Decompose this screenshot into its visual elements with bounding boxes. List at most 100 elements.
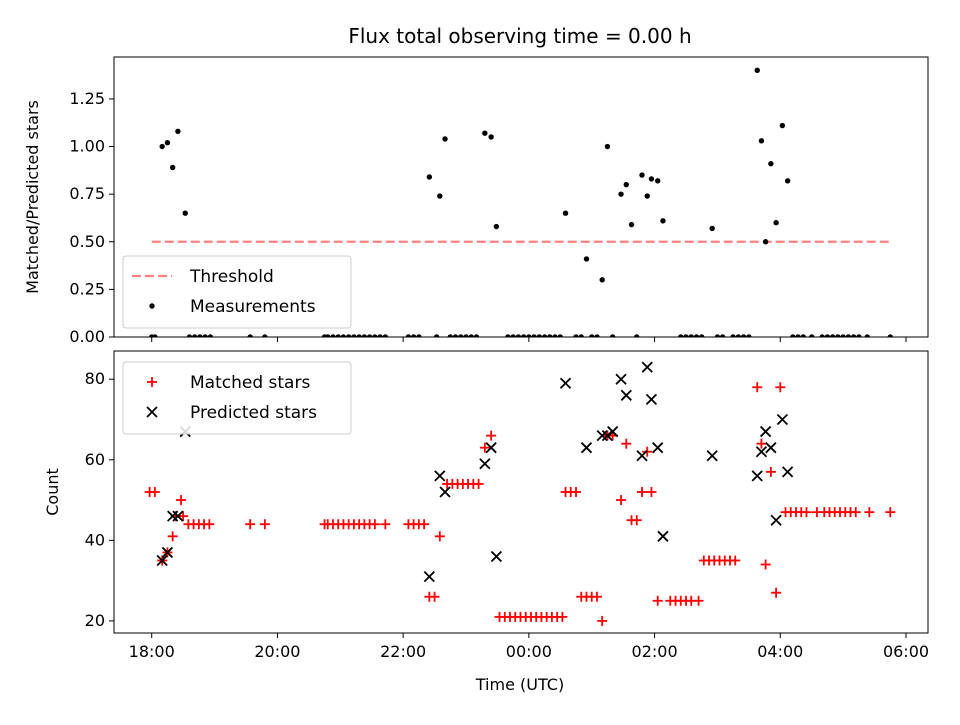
predicted-starspoint xyxy=(652,442,664,454)
measurementspoint xyxy=(488,134,494,140)
measurementspoint xyxy=(207,334,214,337)
measurementspoint xyxy=(473,334,480,337)
matched-starspoint xyxy=(646,487,657,497)
measurementspoint xyxy=(678,334,684,337)
measurementspoint xyxy=(604,143,611,150)
predicted-starspoint xyxy=(485,442,497,454)
y-tick-label: 80 xyxy=(85,369,105,388)
legend-label: Predicted stars xyxy=(190,403,317,423)
measurementspoint xyxy=(634,334,640,337)
measurementspoint xyxy=(247,334,253,337)
predicted-starspoint xyxy=(439,486,451,498)
measurementspoint xyxy=(541,334,548,337)
measurementspoint xyxy=(262,334,268,337)
measurementspoint xyxy=(589,334,595,337)
matched-starspoint xyxy=(730,555,741,566)
measurementspoint xyxy=(623,181,629,188)
plot-area xyxy=(144,361,896,626)
y-axis-label: Count xyxy=(43,468,62,516)
measurementspoint xyxy=(648,176,655,182)
measurementspoint xyxy=(779,122,786,129)
measurementspoint xyxy=(845,334,852,337)
measurementspoint xyxy=(377,334,383,337)
measurementspoint xyxy=(169,164,176,171)
legend-box xyxy=(122,255,352,329)
measurementspoint xyxy=(552,334,558,337)
matched-starspoint xyxy=(775,382,786,393)
predicted-starspoint xyxy=(156,554,168,567)
matched-starspoint xyxy=(616,495,627,506)
y-tick-label: 0.50 xyxy=(69,232,105,251)
measurementspoint xyxy=(330,334,336,337)
measurementspoint xyxy=(164,140,171,146)
measurementspoint xyxy=(340,334,347,337)
matched-starspoint xyxy=(369,519,380,530)
measurementspoint xyxy=(746,334,752,337)
measurementspoint xyxy=(505,334,511,337)
measurementspoint xyxy=(557,334,563,337)
x-tick-label: 18:00 xyxy=(129,642,175,661)
predicted-starspoint xyxy=(657,530,669,542)
measurementspoint xyxy=(452,334,459,337)
legend-marker-swatch xyxy=(146,406,158,418)
axes-frame xyxy=(113,350,929,634)
matched-starspoint xyxy=(434,531,445,542)
matched-starspoint xyxy=(801,507,812,518)
measurementspoint xyxy=(325,334,331,337)
matched-starspoint xyxy=(176,495,187,506)
measurementspoint xyxy=(191,334,198,337)
measurementspoint xyxy=(758,138,765,144)
matched-starspoint xyxy=(771,587,782,598)
predicted-starspoint xyxy=(596,429,608,442)
measurementspoint xyxy=(762,239,769,245)
measurementspoint xyxy=(829,334,836,337)
measurementspoint xyxy=(754,67,760,74)
measurementspoint xyxy=(618,191,624,197)
measurementspoint xyxy=(573,334,579,337)
chart-title: Flux total observing time = 0.00 h xyxy=(348,24,691,48)
measurementspoint xyxy=(824,334,831,337)
measurementspoint xyxy=(152,334,158,337)
measurementspoint xyxy=(639,172,645,178)
count-panel: 20 40 60 80 18:00 20:00 22:00 00:00 02:00 04:00 06… xyxy=(43,350,929,661)
measurementspoint xyxy=(416,334,422,337)
measurementspoint xyxy=(655,178,661,184)
legend: Threshold Measurements xyxy=(122,255,352,329)
measurementspoint xyxy=(699,334,705,337)
y-tick-label: 0.25 xyxy=(69,279,105,298)
measurementspoint xyxy=(850,334,857,337)
measurementspoint xyxy=(594,334,600,337)
y-tick-label: 0.75 xyxy=(69,184,105,203)
predicted-starspoint xyxy=(172,510,184,522)
measurementspoint xyxy=(800,334,807,337)
measurementspoint xyxy=(202,334,208,337)
matched-starspoint xyxy=(380,519,391,530)
x-axis-label: Time (UTC) xyxy=(475,675,564,694)
legend-marker-swatch xyxy=(147,377,157,387)
predicted-starspoint xyxy=(645,393,658,405)
measurementspoint xyxy=(864,334,870,337)
measurementspoint xyxy=(688,334,694,337)
x-tick-label: 22:00 xyxy=(380,642,426,661)
measurementspoint xyxy=(562,210,569,216)
measurementspoint xyxy=(442,136,448,142)
legend-box xyxy=(122,361,352,435)
measurementspoint xyxy=(609,334,616,337)
measurementspoint xyxy=(515,334,522,337)
predicted-starspoint xyxy=(770,514,782,526)
matched-starspoint xyxy=(473,478,484,489)
predicted-starspoint xyxy=(161,546,174,559)
measurementspoint xyxy=(463,334,469,337)
measurementspoint xyxy=(458,334,464,337)
measurementspoint xyxy=(382,334,389,337)
x-tick-label: 04:00 xyxy=(757,642,803,661)
measurementspoint xyxy=(740,334,747,337)
y-tick-label: 40 xyxy=(85,530,105,549)
measurementspoint xyxy=(887,334,893,337)
measurementspoint xyxy=(493,223,500,230)
measurementspoint xyxy=(795,334,801,337)
measurementspoint xyxy=(335,334,341,337)
predicted-starspoint xyxy=(167,510,179,522)
measurementspoint xyxy=(784,178,791,184)
